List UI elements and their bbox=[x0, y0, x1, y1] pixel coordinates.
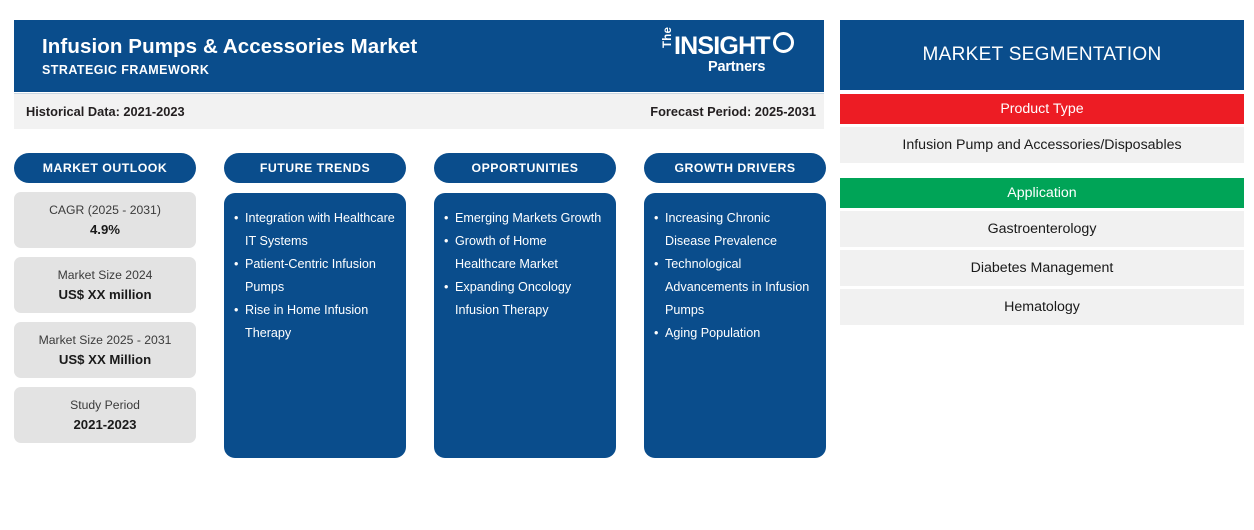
future-trends-panel: Integration with Healthcare IT Systems P… bbox=[224, 193, 406, 458]
header-card: Infusion Pumps & Accessories Market STRA… bbox=[14, 20, 824, 92]
page-subtitle: STRATEGIC FRAMEWORK bbox=[42, 62, 210, 77]
stat-card-cagr: CAGR (2025 - 2031) 4.9% bbox=[14, 192, 196, 248]
section-divider bbox=[840, 163, 1244, 174]
column-growth-drivers: GROWTH DRIVERS Increasing Chronic Diseas… bbox=[644, 153, 826, 458]
pill-opportunities[interactable]: OPPORTUNITIES bbox=[434, 153, 616, 183]
magnifier-loop-icon bbox=[773, 32, 794, 53]
list-item: Rise in Home Infusion Therapy bbox=[234, 299, 396, 345]
list-item: Growth of Home Healthcare Market bbox=[444, 230, 606, 276]
period-meta-bar: Historical Data: 2021-2023 Forecast Peri… bbox=[14, 93, 824, 129]
list-item: Expanding Oncology Infusion Therapy bbox=[444, 276, 606, 322]
list-item: Integration with Healthcare IT Systems bbox=[234, 207, 396, 253]
growth-drivers-list: Increasing Chronic Disease Prevalence Te… bbox=[654, 207, 816, 344]
column-opportunities: OPPORTUNITIES Emerging Markets Growth Gr… bbox=[434, 153, 616, 458]
table-row[interactable]: Diabetes Management bbox=[840, 250, 1244, 286]
opportunities-list: Emerging Markets Growth Growth of Home H… bbox=[444, 207, 606, 322]
forecast-period-label: Forecast Period: 2025-2031 bbox=[650, 104, 816, 119]
table-row[interactable]: Hematology bbox=[840, 289, 1244, 325]
stat-label: Market Size 2025 - 2031 bbox=[38, 333, 172, 348]
list-item: Technological Advancements in Infusion P… bbox=[654, 253, 816, 322]
header-titles: Infusion Pumps & Accessories Market STRA… bbox=[42, 35, 417, 77]
logo-the-text: The bbox=[662, 26, 674, 48]
list-item: Emerging Markets Growth bbox=[444, 207, 606, 230]
stat-card-market-size-2024: Market Size 2024 US$ XX million bbox=[14, 257, 196, 313]
stat-label: CAGR (2025 - 2031) bbox=[49, 203, 161, 218]
pill-future-trends[interactable]: FUTURE TRENDS bbox=[224, 153, 406, 183]
column-future-trends: FUTURE TRENDS Integration with Healthcar… bbox=[224, 153, 406, 458]
stat-label: Market Size 2024 bbox=[57, 268, 153, 283]
segmentation-title: MARKET SEGMENTATION bbox=[840, 20, 1244, 90]
segmentation-category-application[interactable]: Application bbox=[840, 178, 1244, 208]
stat-value: US$ XX million bbox=[58, 286, 152, 302]
pill-growth-drivers[interactable]: GROWTH DRIVERS bbox=[644, 153, 826, 183]
opportunities-panel: Emerging Markets Growth Growth of Home H… bbox=[434, 193, 616, 458]
list-item: Patient-Centric Infusion Pumps bbox=[234, 253, 396, 299]
segmentation-category-product-type[interactable]: Product Type bbox=[840, 94, 1244, 124]
logo-insight-text: INSIGHT bbox=[674, 32, 771, 60]
pill-market-outlook[interactable]: MARKET OUTLOOK bbox=[14, 153, 196, 183]
list-item: Aging Population bbox=[654, 322, 816, 345]
table-row[interactable]: Gastroenterology bbox=[840, 211, 1244, 247]
growth-drivers-panel: Increasing Chronic Disease Prevalence Te… bbox=[644, 193, 826, 458]
stat-value: 4.9% bbox=[89, 221, 121, 237]
stat-value: US$ XX Million bbox=[58, 351, 152, 367]
page-title: Infusion Pumps & Accessories Market bbox=[42, 35, 418, 59]
column-market-outlook: MARKET OUTLOOK CAGR (2025 - 2031) 4.9% M… bbox=[14, 153, 196, 443]
logo-partners-text: Partners bbox=[708, 59, 766, 75]
future-trends-list: Integration with Healthcare IT Systems P… bbox=[234, 207, 396, 344]
market-segmentation-panel: MARKET SEGMENTATION Product Type Infusio… bbox=[840, 20, 1244, 325]
stat-card-study-period: Study Period 2021-2023 bbox=[14, 387, 196, 443]
strategic-framework-panel: Infusion Pumps & Accessories Market STRA… bbox=[14, 20, 826, 460]
historical-data-label: Historical Data: 2021-2023 bbox=[26, 104, 185, 119]
stat-card-market-size-forecast: Market Size 2025 - 2031 US$ XX Million bbox=[14, 322, 196, 378]
stat-value: 2021-2023 bbox=[73, 416, 137, 432]
stat-label: Study Period bbox=[70, 398, 140, 413]
insight-partners-logo: The INSIGHT Partners bbox=[662, 27, 802, 80]
table-row[interactable]: Infusion Pump and Accessories/Disposable… bbox=[840, 127, 1244, 163]
list-item: Increasing Chronic Disease Prevalence bbox=[654, 207, 816, 253]
